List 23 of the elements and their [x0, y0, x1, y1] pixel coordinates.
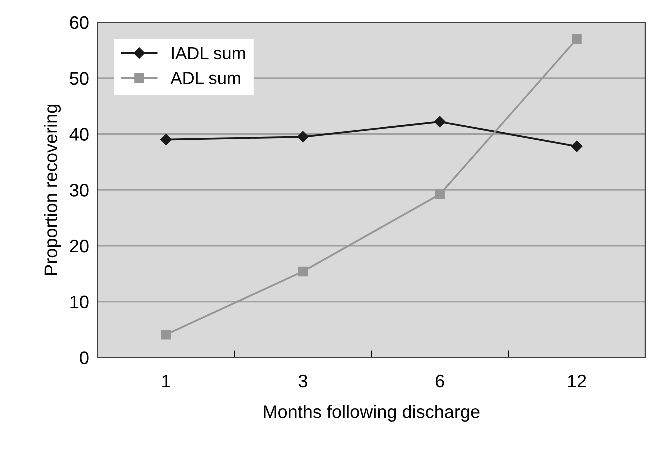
x-tick-label: 3 [298, 374, 308, 388]
point [161, 330, 172, 340]
y-axis-title: Proportion recovering [44, 104, 62, 275]
point [572, 34, 582, 44]
x-tick-label: 6 [436, 374, 444, 388]
y-tick-label: 40 [70, 128, 89, 141]
point [298, 131, 309, 143]
y-tick-label: 50 [70, 72, 89, 86]
legend-label: IADL sum [172, 47, 246, 60]
y-tick-label: 30 [70, 184, 89, 197]
y-tick-label: 20 [70, 240, 89, 253]
x-tick-label: 12 [568, 374, 586, 388]
y-tick-label: 60 [70, 16, 89, 30]
point [298, 266, 308, 277]
point [571, 140, 583, 152]
y-tick-label: 0 [80, 352, 89, 364]
point [435, 190, 445, 200]
point [434, 116, 446, 128]
point [160, 134, 172, 146]
x-tick-label: 1 [162, 375, 170, 388]
legend-label: ADL sum [170, 72, 240, 84]
y-tick-label: 10 [70, 296, 89, 309]
x-axis-title: Months following discharge [264, 405, 480, 422]
